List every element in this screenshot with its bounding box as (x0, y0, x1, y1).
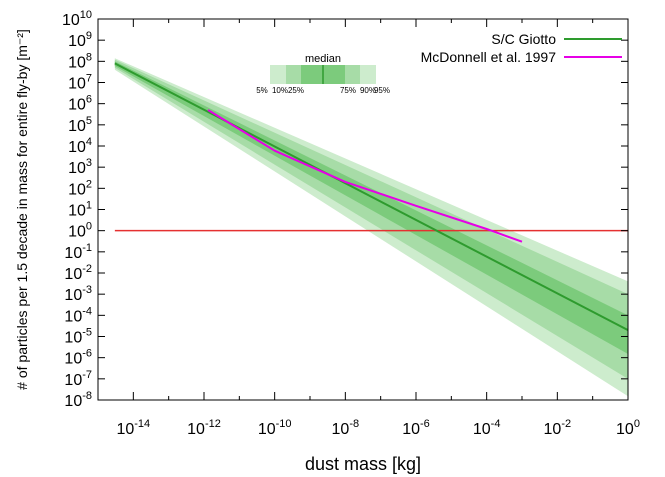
x-tick-label: 10-12 (187, 418, 221, 438)
y-tick-label: 109 (68, 30, 92, 50)
band-legend-label: 10% (272, 86, 288, 95)
y-tick-label: 107 (68, 73, 92, 93)
y-tick-label: 10-1 (64, 242, 92, 262)
x-tick-label: 10-6 (402, 418, 430, 438)
band-legend-label: 25% (288, 86, 304, 95)
band-legend-label: 90% (360, 86, 376, 95)
y-tick-label: 105 (68, 115, 92, 135)
y-tick-label: 10-8 (64, 390, 92, 410)
series-line-giotto (114, 62, 629, 332)
x-tick-label: 10-2 (544, 418, 572, 438)
y-tick-label: 1010 (62, 9, 92, 29)
y-tick-label: 10-7 (64, 369, 92, 389)
band-legend-label: 5% (256, 86, 268, 95)
y-axis-title: # of particles per 1.5 decade in mass fo… (14, 29, 30, 390)
band-legend-labels: 5% 10% 25% 75% 90%95% (256, 86, 390, 95)
y-tick-label: 100 (68, 221, 92, 241)
x-tick-label: 10-4 (473, 418, 501, 438)
y-tick-label: 103 (68, 157, 92, 177)
x-tick-label: 10-14 (116, 418, 150, 438)
legend-label-mcdonnell: McDonnell et al. 1997 (421, 49, 557, 65)
y-tick-label: 106 (68, 94, 92, 114)
confidence-bands (114, 58, 629, 397)
x-tick-label: 10-8 (332, 418, 360, 438)
band-legend-label: 75% (340, 86, 356, 95)
y-tick-label: 104 (68, 136, 92, 156)
y-tick-label: 10-6 (64, 348, 92, 368)
series-line-mcdonnell (207, 109, 523, 243)
y-tick-label: 102 (68, 178, 92, 198)
y-tick-label: 10-4 (64, 305, 92, 325)
band-legend-label: 95% (374, 86, 390, 95)
band-10-90 (114, 59, 629, 379)
band-25-75 (114, 61, 629, 354)
band-legend-title: median (305, 53, 341, 65)
y-tick-label: 10-3 (64, 284, 92, 304)
x-axis-title: dust mass [kg] (305, 454, 421, 474)
y-tick-label: 101 (68, 200, 92, 220)
series-lines (114, 62, 629, 332)
tick-labels: 10-14 10-12 10-10 10-8 10-6 10-4 10-2 100101010… (62, 9, 640, 438)
x-tick-label: 100 (616, 418, 640, 438)
band-legend: median 5% 10% 25% 75% 90%95% (256, 53, 390, 95)
band-legend-rects (270, 65, 376, 84)
y-tick-label: 108 (68, 51, 92, 71)
legend: S/C Giotto McDonnell et al. 1997 (421, 31, 622, 65)
x-tick-label: 10-10 (258, 418, 292, 438)
axis-ticks (97, 18, 629, 401)
legend-label-giotto: S/C Giotto (491, 31, 556, 47)
y-tick-label: 10-5 (64, 327, 92, 347)
y-tick-label: 10-2 (64, 263, 92, 283)
